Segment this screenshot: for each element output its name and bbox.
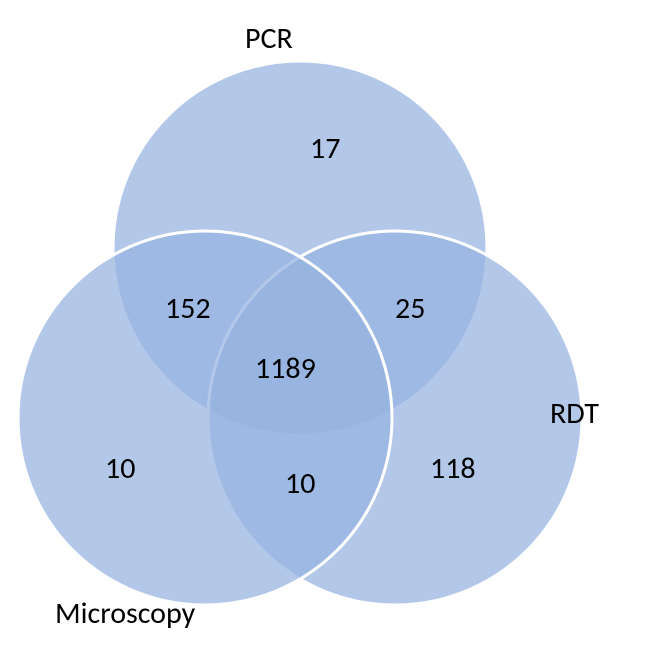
- value-pcr-rdt: 25: [395, 290, 425, 327]
- label-rdt: RDT: [550, 395, 599, 432]
- label-microscopy: Microscopy: [55, 595, 195, 632]
- value-pcr-only: 17: [310, 130, 340, 167]
- value-pcr-micro: 152: [165, 290, 211, 327]
- venn-svg: [0, 0, 646, 655]
- venn-diagram: PCR RDT Microscopy 17 152 25 1189 10 10 …: [0, 0, 646, 655]
- circle-microscopy: [18, 231, 392, 605]
- value-all-three: 1189: [255, 350, 316, 387]
- label-pcr: PCR: [245, 20, 293, 57]
- value-rdt-only: 118: [430, 450, 476, 487]
- value-micro-rdt: 10: [285, 465, 315, 502]
- value-micro-only: 10: [105, 450, 135, 487]
